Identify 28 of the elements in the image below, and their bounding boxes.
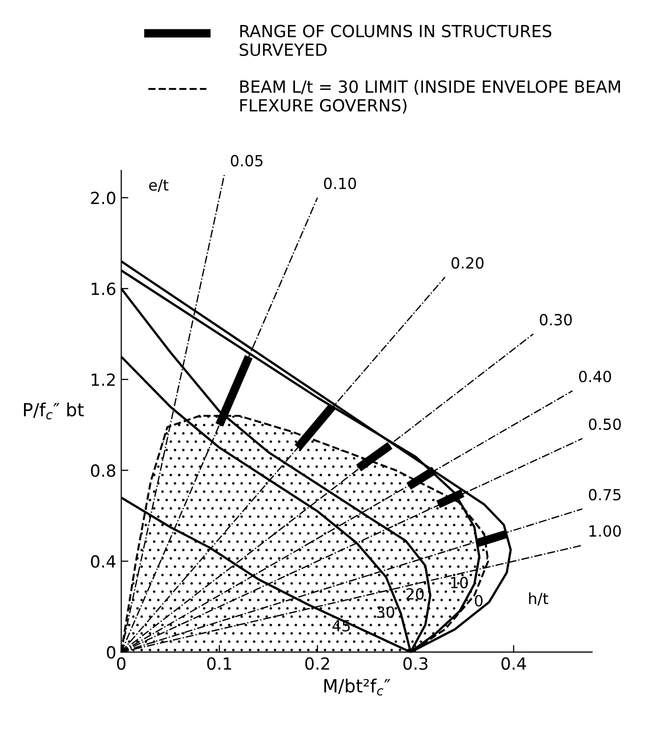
legend-label: RANGE OF COLUMNS IN STRUCTURES SURVEYED <box>240 24 552 56</box>
annotation: h/t <box>529 592 548 606</box>
y-tick-label: 1.2 <box>92 373 115 386</box>
y-tick-label: 2.0 <box>91 192 116 204</box>
y-tick-label: 0.8 <box>90 464 116 477</box>
annotation: 10 <box>451 576 468 588</box>
x-tick-label: 0.4 <box>501 657 526 670</box>
annotation: 0.10 <box>324 178 356 190</box>
annotation: 0.30 <box>540 314 572 326</box>
x-tick-label: 0 <box>117 657 126 670</box>
annotation: 0.50 <box>588 418 621 430</box>
x-axis-title: M/bt²f$_{c}$″ <box>324 678 390 696</box>
x-tick-label: 0.2 <box>305 657 330 670</box>
y-tick-label: 0.4 <box>90 555 116 568</box>
y-tick-label: 1.6 <box>92 282 116 296</box>
annotation: 0.20 <box>452 257 484 269</box>
annotation: 0.40 <box>579 370 612 382</box>
x-tick-label: 0.1 <box>207 657 232 670</box>
annotation: 0 <box>474 594 483 607</box>
legend-label: BEAM L/t = 30 LIMIT (INSIDE ENVELOPE BEAM FLEXURE GOVERNS) <box>240 80 620 114</box>
annotation: 0.75 <box>588 488 621 500</box>
annotation: e/t <box>149 179 168 192</box>
y-axis-title: P/f$_{c}$″ bt <box>24 402 84 420</box>
annotation: 20 <box>406 588 424 600</box>
x-tick-label: 0.3 <box>403 657 428 670</box>
y-tick-label: 0 <box>106 646 116 659</box>
annotation: 0.05 <box>230 154 262 166</box>
annotation: 1.00 <box>590 525 621 537</box>
